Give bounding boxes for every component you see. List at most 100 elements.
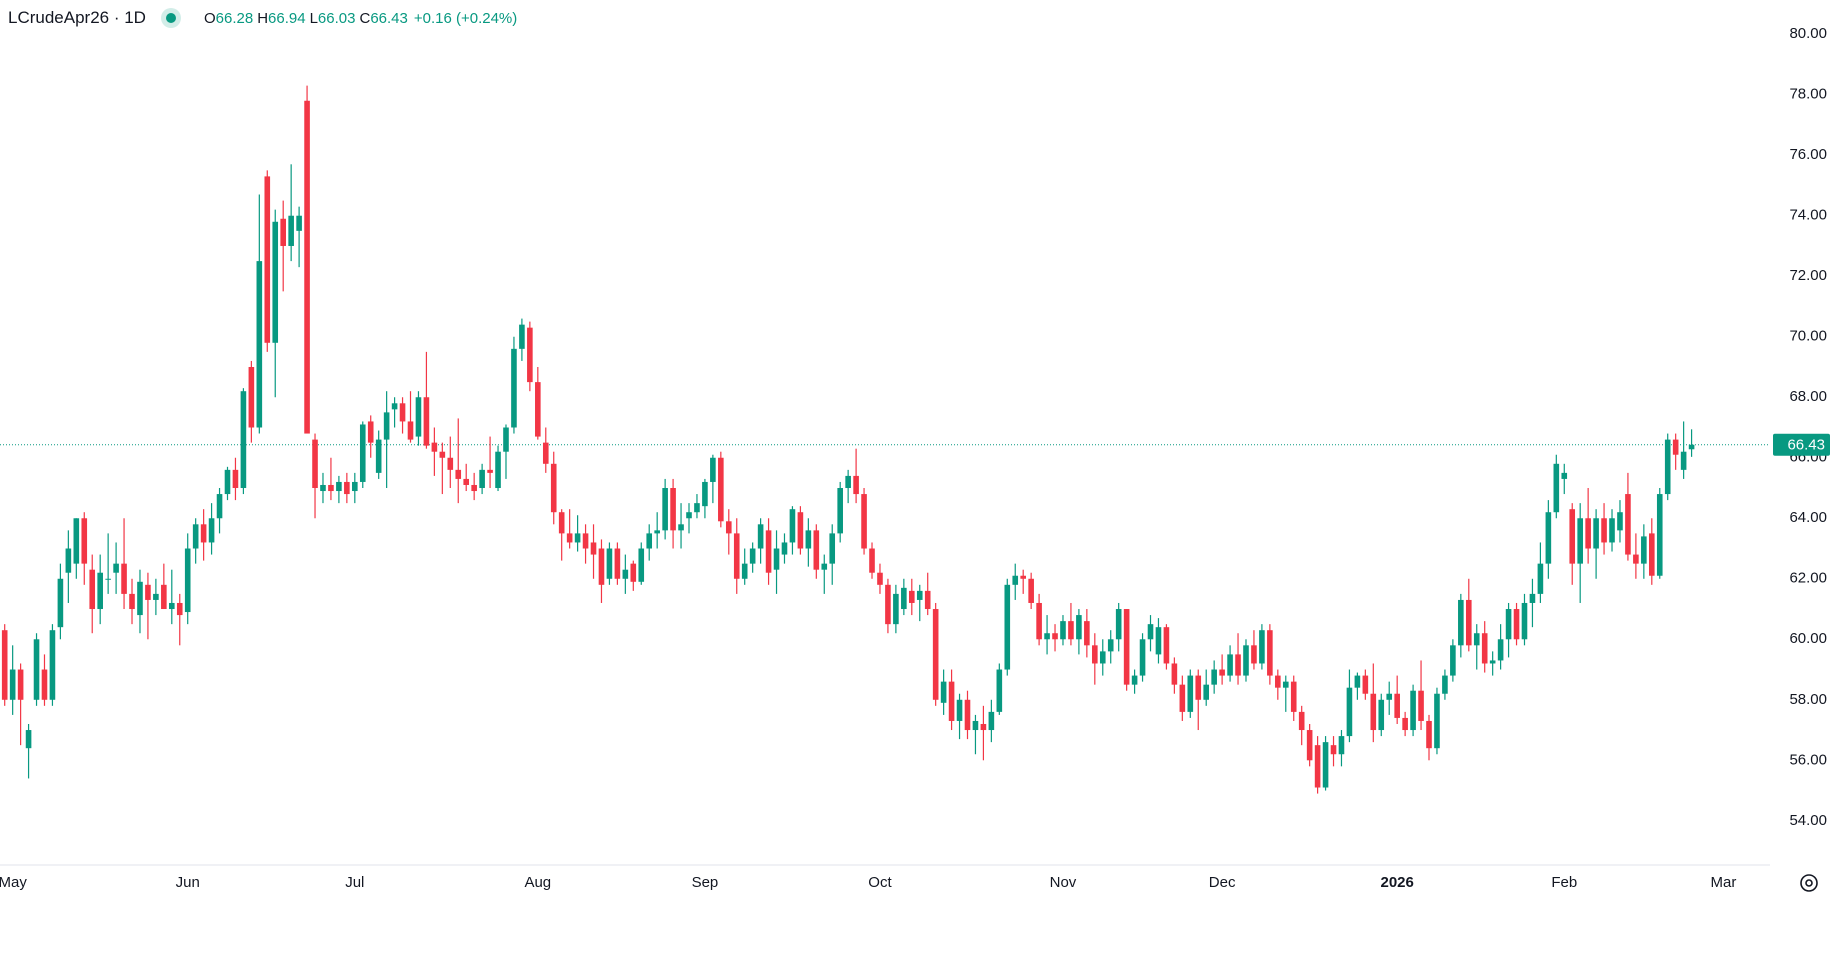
candle-body xyxy=(161,584,167,610)
candle-body xyxy=(1171,663,1178,685)
candle-body xyxy=(383,412,390,440)
settings-gear-center[interactable] xyxy=(1805,879,1813,887)
ohlc-value: 66.03 xyxy=(317,9,356,27)
candle-body xyxy=(662,488,668,531)
candle-body xyxy=(336,481,342,492)
candle-body xyxy=(869,548,875,573)
candle-body xyxy=(264,176,271,343)
candle-body xyxy=(176,602,183,616)
candle-body xyxy=(288,215,294,246)
candle-body xyxy=(797,512,804,549)
candle-body xyxy=(1386,693,1393,700)
candle-body xyxy=(256,261,263,428)
candle-body xyxy=(805,530,812,549)
candle-body xyxy=(1203,684,1210,700)
candle-body xyxy=(781,542,788,555)
candle-body xyxy=(718,457,724,522)
candle-body xyxy=(741,563,748,579)
candle-body xyxy=(1298,711,1305,731)
candle-body xyxy=(1513,609,1520,640)
candle-body xyxy=(1426,720,1432,749)
candle-body xyxy=(1545,512,1552,564)
ohlc-value: 66.28 xyxy=(215,9,254,27)
candle-body xyxy=(137,581,143,616)
candle-body xyxy=(1585,518,1591,549)
candle-body xyxy=(1068,621,1074,640)
settings-icon[interactable] xyxy=(1800,874,1818,892)
candle-body xyxy=(1044,633,1050,640)
symbol-title[interactable]: LCrudeApr26 · 1D xyxy=(8,8,146,27)
candle-body xyxy=(145,584,151,600)
candle-body xyxy=(606,548,613,579)
candle-body xyxy=(1123,609,1130,685)
candle-body xyxy=(733,533,740,579)
candle-body xyxy=(1505,609,1512,640)
candle-body xyxy=(622,569,629,579)
candle-body xyxy=(566,533,573,543)
candle-body xyxy=(1163,627,1170,664)
last-price-label: 66.43 xyxy=(1787,437,1825,454)
candle-body xyxy=(272,221,279,343)
candle-body xyxy=(1633,554,1639,564)
price-change: +0.16 (+0.24%) xyxy=(413,9,518,27)
candle-body xyxy=(423,397,430,446)
candle-body xyxy=(1306,730,1313,761)
candle-body xyxy=(1434,693,1440,749)
y-tick-label: 62.00 xyxy=(1789,570,1827,587)
candle-body xyxy=(1211,669,1217,685)
candle-body xyxy=(1465,599,1472,646)
candle-body xyxy=(1680,451,1687,470)
candle-body xyxy=(877,572,883,585)
candle-body xyxy=(853,475,859,495)
candle-body xyxy=(1020,575,1026,579)
candle-body xyxy=(312,439,318,489)
candle-body xyxy=(550,463,557,513)
candle-body xyxy=(81,518,88,564)
candle-body xyxy=(471,484,477,492)
candle-body xyxy=(168,602,175,610)
candle-body xyxy=(1601,518,1607,543)
candle-body xyxy=(399,403,406,422)
y-tick-label: 76.00 xyxy=(1789,146,1827,163)
candle-body xyxy=(1267,630,1273,676)
candle-body xyxy=(240,391,247,489)
candle-body xyxy=(1235,654,1241,676)
candle-body xyxy=(391,403,398,410)
candle-body xyxy=(503,427,509,452)
candle-body xyxy=(821,563,828,570)
candle-body xyxy=(813,530,820,570)
y-tick-label: 72.00 xyxy=(1789,267,1827,284)
candle-body xyxy=(33,639,40,700)
candle-body xyxy=(654,530,660,534)
candle-body xyxy=(710,457,716,482)
candle-body xyxy=(956,699,963,721)
candle-body xyxy=(1378,699,1385,731)
x-tick-label: Jul xyxy=(345,874,364,891)
candle-body xyxy=(1052,633,1058,640)
y-tick-label: 68.00 xyxy=(1789,388,1827,405)
candle-body xyxy=(670,488,676,531)
candle-body xyxy=(1099,651,1106,664)
candle-body xyxy=(1338,736,1345,755)
candle-body xyxy=(431,442,438,452)
candle-body xyxy=(1497,639,1504,661)
ohlc-value: 66.43 xyxy=(370,9,408,27)
candle-body xyxy=(1195,675,1202,700)
candle-body xyxy=(1481,633,1488,664)
last-price-badge xyxy=(1773,433,1830,456)
candle-body xyxy=(1227,654,1233,676)
candle-body xyxy=(646,533,653,549)
candle-body xyxy=(447,457,454,470)
candle-body xyxy=(1219,669,1225,676)
candle-body xyxy=(964,699,971,731)
candle-body xyxy=(1012,575,1019,585)
candle-body xyxy=(1473,633,1480,646)
y-tick-label: 58.00 xyxy=(1789,691,1827,708)
candle-body xyxy=(1259,630,1265,664)
candle-body xyxy=(773,548,780,570)
candle-body xyxy=(837,488,843,534)
candle-body xyxy=(940,681,947,703)
y-tick-label: 70.00 xyxy=(1789,328,1827,345)
settings-gear[interactable] xyxy=(1800,874,1818,892)
